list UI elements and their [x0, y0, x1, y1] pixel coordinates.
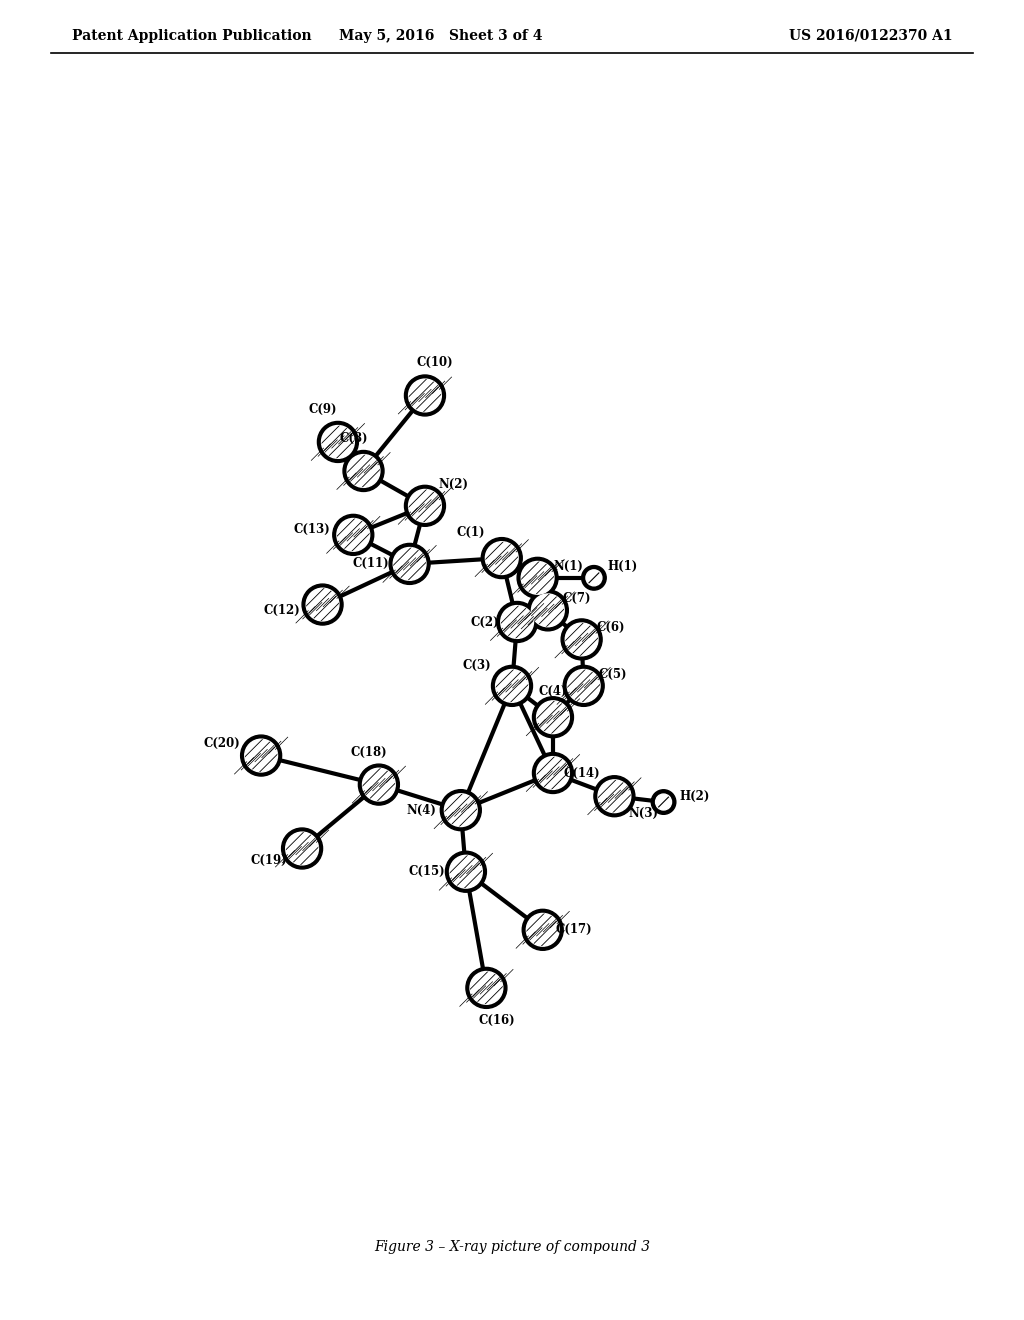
Ellipse shape — [497, 602, 538, 643]
Text: C(4): C(4) — [539, 685, 567, 698]
Ellipse shape — [241, 735, 282, 776]
Ellipse shape — [517, 557, 558, 598]
Ellipse shape — [537, 701, 569, 734]
Ellipse shape — [563, 665, 604, 706]
Ellipse shape — [561, 619, 602, 660]
Ellipse shape — [337, 519, 370, 552]
Ellipse shape — [286, 832, 318, 865]
Text: C(15): C(15) — [409, 865, 445, 878]
Ellipse shape — [466, 968, 507, 1008]
Ellipse shape — [521, 561, 554, 594]
Ellipse shape — [531, 594, 564, 627]
Ellipse shape — [481, 537, 522, 578]
Ellipse shape — [358, 764, 399, 805]
Ellipse shape — [347, 454, 380, 487]
Text: N(3): N(3) — [628, 807, 658, 820]
Ellipse shape — [404, 486, 445, 527]
Ellipse shape — [594, 776, 635, 817]
Ellipse shape — [567, 669, 600, 702]
Ellipse shape — [409, 379, 441, 412]
Ellipse shape — [450, 855, 482, 888]
Ellipse shape — [537, 756, 569, 789]
Ellipse shape — [492, 665, 532, 706]
Text: C(10): C(10) — [417, 356, 454, 370]
Ellipse shape — [532, 752, 573, 793]
Text: C(5): C(5) — [598, 668, 627, 681]
Ellipse shape — [404, 375, 445, 416]
Ellipse shape — [245, 739, 278, 772]
Ellipse shape — [282, 828, 323, 869]
Text: Patent Application Publication: Patent Application Publication — [72, 29, 311, 42]
Text: H(1): H(1) — [607, 560, 638, 573]
Ellipse shape — [527, 590, 568, 631]
Ellipse shape — [582, 565, 606, 590]
Text: C(2): C(2) — [470, 615, 499, 628]
Ellipse shape — [389, 544, 430, 585]
Text: C(8): C(8) — [339, 432, 368, 445]
Text: C(12): C(12) — [263, 603, 300, 616]
Ellipse shape — [598, 780, 631, 813]
Text: N(1): N(1) — [553, 560, 584, 573]
Text: Figure 3 – X-ray picture of compound 3: Figure 3 – X-ray picture of compound 3 — [374, 1241, 650, 1254]
Text: C(6): C(6) — [596, 622, 625, 635]
Text: C(3): C(3) — [463, 659, 492, 672]
Ellipse shape — [302, 583, 343, 626]
Text: C(9): C(9) — [308, 403, 337, 416]
Ellipse shape — [306, 589, 339, 620]
Ellipse shape — [470, 972, 503, 1005]
Text: C(1): C(1) — [457, 527, 485, 539]
Ellipse shape — [522, 909, 563, 950]
Ellipse shape — [651, 789, 676, 814]
Ellipse shape — [440, 789, 481, 830]
Text: May 5, 2016   Sheet 3 of 4: May 5, 2016 Sheet 3 of 4 — [339, 29, 542, 42]
Ellipse shape — [322, 425, 354, 458]
Ellipse shape — [393, 548, 426, 581]
Ellipse shape — [445, 851, 486, 892]
Ellipse shape — [526, 913, 559, 946]
Ellipse shape — [317, 421, 358, 462]
Text: C(19): C(19) — [251, 854, 288, 867]
Text: C(13): C(13) — [294, 523, 331, 536]
Ellipse shape — [362, 768, 395, 801]
Ellipse shape — [532, 697, 573, 738]
Text: C(20): C(20) — [204, 738, 241, 751]
Ellipse shape — [485, 541, 518, 574]
Ellipse shape — [444, 793, 477, 826]
Ellipse shape — [409, 490, 441, 523]
Text: H(2): H(2) — [679, 789, 710, 803]
Text: N(4): N(4) — [407, 804, 437, 817]
Ellipse shape — [501, 606, 534, 639]
Text: C(18): C(18) — [350, 746, 387, 759]
Text: US 2016/0122370 A1: US 2016/0122370 A1 — [788, 29, 952, 42]
Text: C(14): C(14) — [563, 767, 600, 780]
Ellipse shape — [333, 515, 374, 556]
Text: C(16): C(16) — [478, 1014, 515, 1027]
Text: C(17): C(17) — [555, 923, 592, 936]
Text: C(11): C(11) — [352, 557, 389, 570]
Text: C(7): C(7) — [562, 593, 591, 606]
Ellipse shape — [655, 795, 672, 810]
Ellipse shape — [496, 669, 528, 702]
Ellipse shape — [586, 570, 602, 586]
Ellipse shape — [565, 623, 598, 656]
Text: N(2): N(2) — [438, 478, 469, 491]
Ellipse shape — [343, 450, 384, 491]
